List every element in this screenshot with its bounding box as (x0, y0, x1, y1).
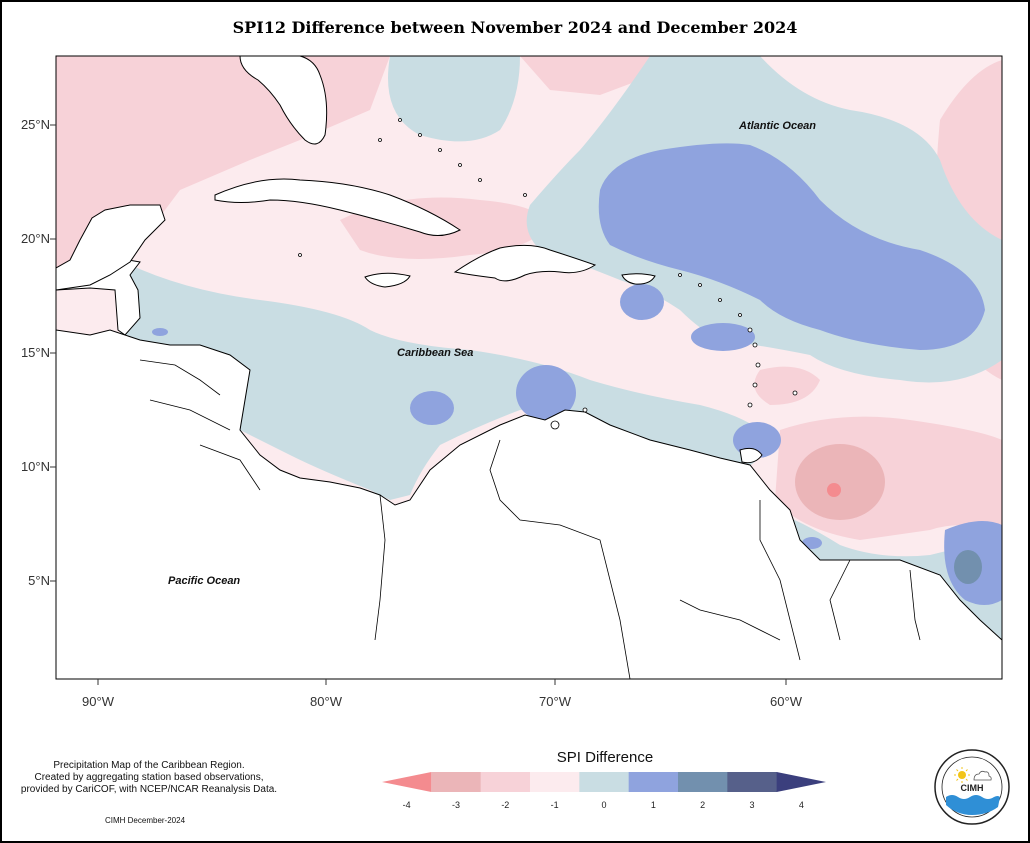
land-masses (56, 56, 1002, 679)
cimh-logo: CIMH (934, 749, 1010, 825)
spi-strong-negative-core (827, 483, 841, 497)
x-tick-70w: 70°W (539, 694, 571, 709)
legend-tick-label: 2 (700, 800, 706, 810)
legend-tick-label: -4 (402, 800, 411, 810)
y-tick-25n: 25°N (20, 117, 50, 132)
y-tick-20n: 20°N (20, 231, 50, 246)
legend-tick-label: -3 (451, 800, 460, 810)
sun-icon (954, 767, 970, 783)
footnote-line-2: Created by aggregating station based obs… (34, 772, 264, 783)
x-tick-60w: 60°W (770, 694, 802, 709)
country-borders (139, 359, 921, 679)
footnote-line-1: Precipitation Map of the Caribbean Regio… (53, 760, 245, 771)
map-border (55, 55, 1003, 680)
small-islands (298, 118, 798, 430)
spi-very-wet-core (954, 550, 982, 584)
legend-tick-label: 1 (650, 800, 656, 810)
legend-title: SPI Difference (556, 749, 654, 766)
credit-line: CIMH December-2024 (104, 816, 186, 825)
axis-ticks (50, 124, 787, 685)
label-caribbean-sea: Caribbean Sea (397, 347, 474, 359)
label-atlantic-ocean: Atlantic Ocean (739, 120, 817, 132)
x-tick-80w: 80°W (310, 694, 342, 709)
y-tick-15n: 15°N (20, 345, 50, 360)
y-tick-5n: 5°N (28, 573, 50, 588)
y-tick-10n: 10°N (20, 459, 50, 474)
footnote-line-3: provided by CariCOF, with NCEP/NCAR Rean… (20, 784, 278, 795)
map-title: SPI12 Difference between November 2024 a… (232, 18, 798, 37)
legend-tick-label: -1 (550, 800, 559, 810)
legend-tick-label: -2 (501, 800, 510, 810)
footnote: Precipitation Map of the Caribbean Regio… (6, 760, 292, 796)
legend-tick-label: 3 (749, 800, 755, 810)
waves-icon (946, 795, 1000, 815)
legend-tick-label: 0 (601, 800, 607, 810)
legend-tick-label: 4 (798, 800, 804, 810)
x-tick-90w: 90°W (82, 694, 114, 709)
cloud-icon (973, 770, 992, 781)
spi-negative-core (795, 444, 885, 520)
label-pacific-ocean: Pacific Ocean (168, 575, 241, 587)
logo-text: CIMH (961, 783, 984, 793)
